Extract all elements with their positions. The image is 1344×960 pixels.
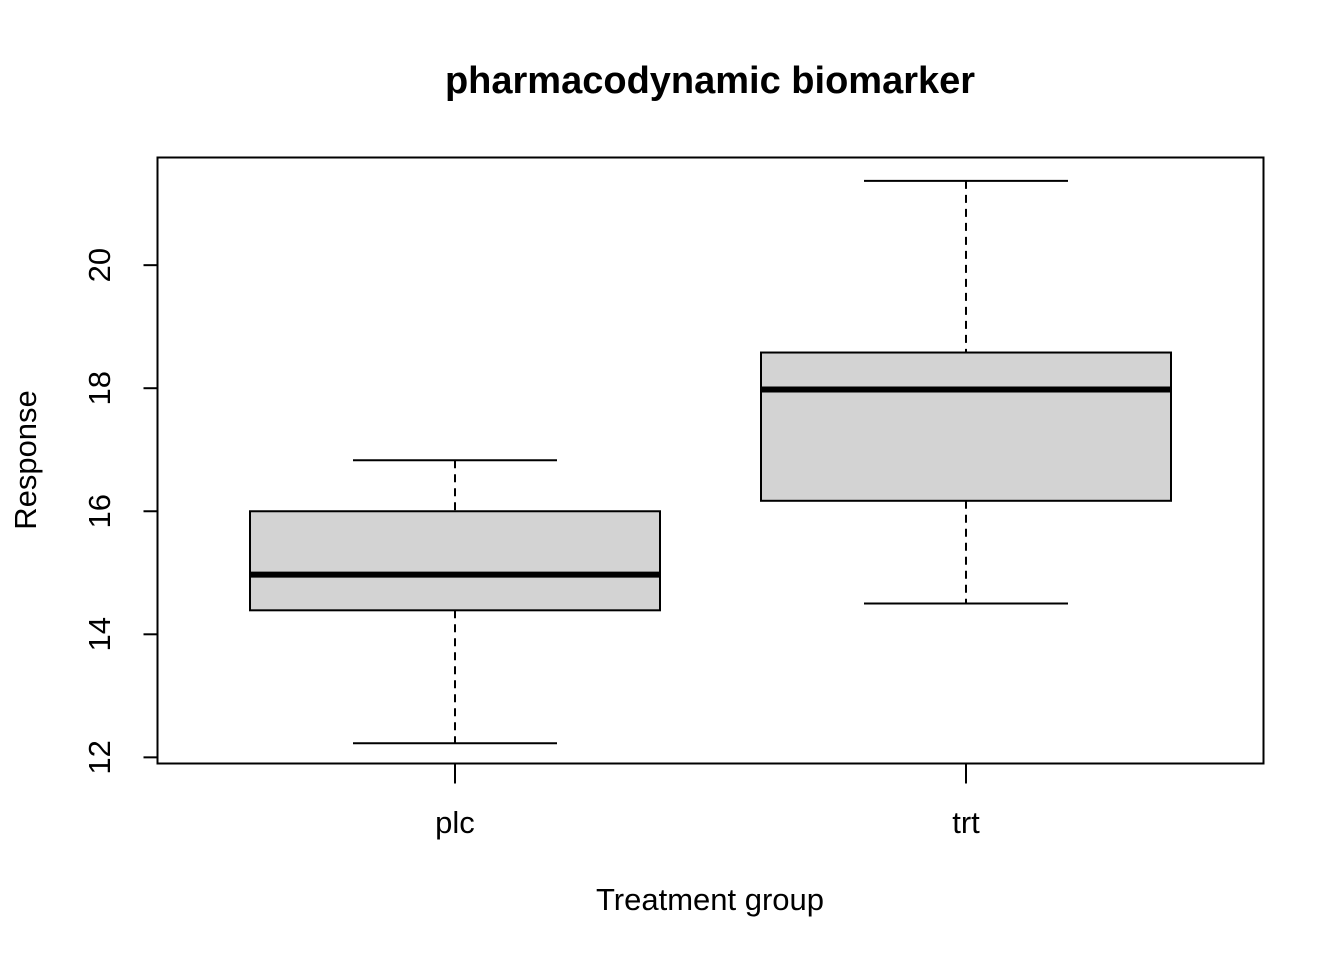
y-tick-label: 12	[82, 740, 117, 774]
box-plc	[249, 459, 661, 745]
iqr-box	[760, 351, 1172, 502]
y-tick-label: 16	[82, 494, 117, 528]
x-axis-title: Treatment group	[596, 882, 824, 917]
chart-title: pharmacodynamic biomarker	[445, 60, 975, 102]
y-tick-label: 18	[82, 371, 117, 405]
iqr-box	[249, 510, 661, 612]
y-tick-label: 14	[82, 617, 117, 651]
x-tick-label: plc	[435, 805, 475, 840]
box-trt	[760, 179, 1172, 605]
x-tick-label: trt	[952, 805, 980, 840]
y-axis: 12 14 16 18 20	[82, 248, 159, 775]
boxes-layer	[249, 179, 1172, 745]
y-tick-label: 20	[82, 248, 117, 282]
y-axis-title: Response	[8, 390, 43, 530]
x-axis: plc trt	[435, 763, 980, 840]
